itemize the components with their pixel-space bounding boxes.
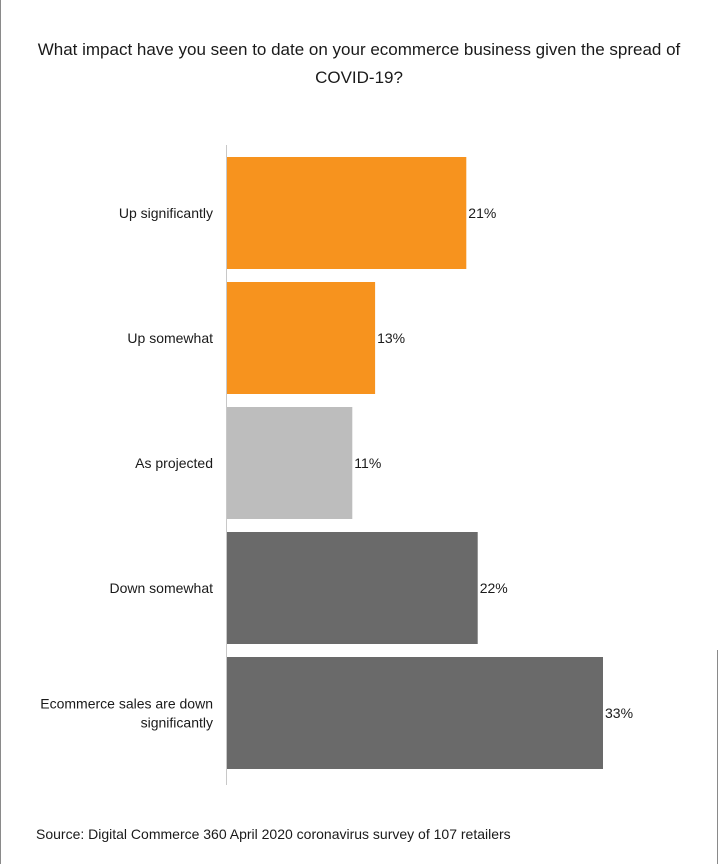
frame-left-border: [0, 0, 1, 864]
category-label-as-projected: As projected: [135, 455, 213, 471]
value-label-down-somewhat: 22%: [480, 580, 508, 596]
bar-chart: 21% Up significantly 13% Up somewhat 11% As p…: [40, 145, 633, 785]
source-note: Source: Digital Commerce 360 April 2020 …: [36, 826, 511, 842]
bar-as-projected: [227, 407, 353, 519]
category-label-ecommerce-sales-are-down-significantly: Ecommerce sales are down significantly: [40, 696, 213, 731]
value-label-ecommerce-sales-are-down-significantly: 33%: [605, 705, 633, 721]
bar-ecommerce-sales-are-down-significantly: [227, 657, 603, 769]
category-label-down-somewhat: Down somewhat: [110, 580, 214, 596]
category-label-up-somewhat: Up somewhat: [127, 330, 213, 346]
bar-down-somewhat: [227, 532, 478, 644]
value-label-as-projected: 11%: [354, 455, 381, 471]
value-label-up-somewhat: 13%: [377, 330, 405, 346]
bar-up-somewhat: [227, 282, 376, 394]
bar-up-significantly: [227, 157, 467, 269]
category-label-up-significantly: Up significantly: [119, 205, 213, 221]
chart-title: What impact have you seen to date on you…: [37, 40, 681, 87]
value-label-up-significantly: 21%: [468, 205, 496, 221]
bars-group: 21% Up significantly 13% Up somewhat 11% As p…: [40, 157, 633, 769]
